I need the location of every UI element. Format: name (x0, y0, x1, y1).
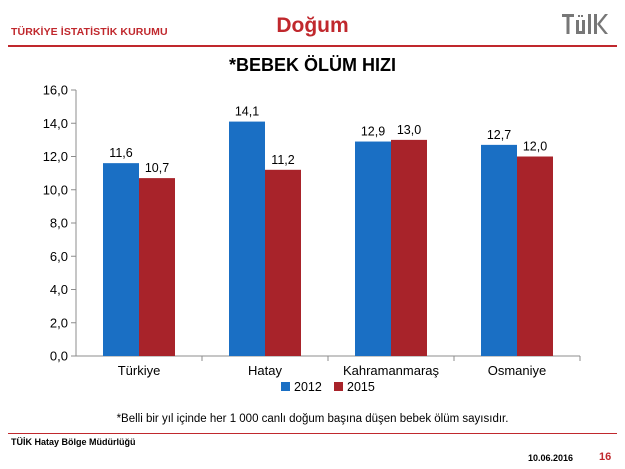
y-tick-label: 14,0 (43, 116, 68, 131)
tuik-logo-icon (562, 12, 608, 41)
footnote: *Belli bir yıl içinde her 1 000 canlı do… (116, 413, 509, 425)
y-tick-label: 12,0 (43, 149, 68, 164)
y-tick-label: 10,0 (43, 182, 68, 197)
category-label: Hatay (248, 363, 282, 378)
legend-label: 2015 (347, 380, 375, 394)
data-label: 13,0 (397, 123, 421, 137)
category-label: Osmaniye (488, 363, 547, 378)
y-tick-label: 0,0 (50, 349, 68, 364)
legend-swatch (334, 382, 343, 391)
y-tick-label: 4,0 (50, 282, 68, 297)
header-divider (8, 45, 617, 47)
org-name: TÜRKİYE İSTATİSTİK KURUMU (11, 26, 168, 38)
data-label: 12,0 (523, 140, 547, 154)
chart-title: *BEBEK ÖLÜM HIZI (228, 55, 396, 75)
data-label: 12,9 (361, 125, 385, 139)
data-label: 11,2 (271, 153, 294, 167)
bar-2015 (139, 178, 175, 356)
bar-2015 (391, 139, 427, 356)
bar-2015 (265, 169, 301, 356)
legend-swatch (281, 382, 290, 391)
y-tick-label: 16,0 (43, 83, 68, 98)
data-label: 11,6 (109, 146, 132, 160)
legend-label: 2012 (294, 380, 322, 394)
bar-2012 (229, 121, 265, 357)
data-label: 12,7 (487, 128, 511, 142)
bar-2012 (481, 144, 517, 356)
bar-2012 (103, 163, 139, 356)
header: TÜRKİYE İSTATİSTİK KURUMU Doğum (0, 0, 625, 48)
footer-divider (8, 433, 617, 434)
data-label: 10,7 (145, 161, 169, 175)
y-tick-label: 2,0 (50, 315, 68, 330)
page-number: 16 (599, 451, 612, 463)
office-name: TÜİK Hatay Bölge Müdürlüğü (11, 437, 136, 447)
footer-date: 10.06.2016 (528, 453, 574, 463)
page-title: Doğum (276, 14, 349, 37)
data-label: 14,1 (235, 105, 259, 119)
bar-2015 (517, 156, 553, 356)
category-label: Türkiye (118, 363, 161, 378)
y-tick-label: 8,0 (50, 216, 68, 231)
category-label: Kahramanmaraş (343, 363, 440, 378)
y-tick-label: 6,0 (50, 249, 68, 264)
bar-2012 (355, 141, 391, 356)
